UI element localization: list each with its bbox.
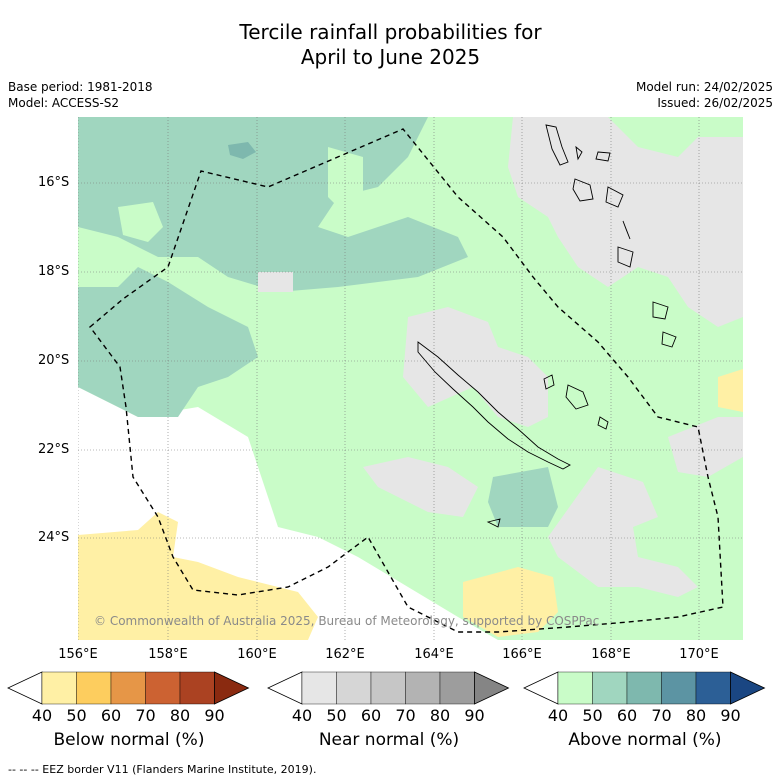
base-period: Base period: 1981-2018 [8, 80, 153, 94]
colorbar-below-over-triangle [214, 671, 250, 705]
near-normal-40-50-region-south [363, 457, 478, 517]
colorbar-near-segment [439, 671, 475, 705]
lon-label-168E: 168°E [591, 647, 631, 662]
colorbar-legend: 40 50 60 70 80 90 40 50 60 70 80 90 40 50 60 70 80 90 [7, 671, 766, 725]
colorbar-title-below: Below normal (%) [53, 730, 205, 750]
colorbar-below-segment [41, 671, 77, 705]
colorbar-above-tick-label: 40 [548, 706, 568, 725]
near-normal-40-50-region-east [508, 117, 743, 327]
colorbar-near-tick-label: 90 [464, 706, 484, 725]
colorbar-near-segment [370, 671, 406, 705]
colorbar-below-segment [179, 671, 215, 705]
colorbar-below-tick-label: 50 [66, 706, 86, 725]
lon-label-164E: 164°E [414, 647, 454, 662]
loyalty-islands [543, 374, 609, 430]
colorbar-below-segment [110, 671, 146, 705]
colorbar-above-under-triangle [523, 671, 559, 705]
colorbar-near-tick-label: 70 [395, 706, 415, 725]
lat-label-22S: 22°S [38, 442, 70, 457]
colorbar-above-tick-label: 80 [686, 706, 706, 725]
title-line-2: April to June 2025 [300, 45, 481, 69]
colorbar-near-segment [301, 671, 337, 705]
meta-right: Model run: 24/02/2025 Issued: 26/02/2025 [636, 79, 773, 111]
copyright-text: © Commonwealth of Australia 2025, Bureau… [94, 614, 600, 628]
above-normal-50-60-patch-south [488, 467, 558, 527]
colorbar-above-segment [661, 671, 697, 705]
colorbar-title-near: Near normal (%) [318, 730, 460, 750]
colorbar-near-segment [336, 671, 372, 705]
colorbar-near-segment [405, 671, 441, 705]
colorbar-below-tick-label: 60 [101, 706, 121, 725]
colorbar-title-above: Above normal (%) [568, 730, 722, 750]
near-normal-40-50-region-central [403, 307, 548, 427]
above-normal-40-50-hole-north [328, 147, 363, 212]
colorbar-near-under-triangle [267, 671, 303, 705]
colorbar-near-tick-label: 60 [361, 706, 381, 725]
below-normal-40-50-region-southwest [78, 512, 318, 640]
lat-label-20S: 20°S [38, 353, 70, 368]
lat-label-24S: 24°S [38, 530, 70, 545]
colorbar-above-tick-label: 50 [582, 706, 602, 725]
lat-label-18S: 18°S [38, 264, 70, 279]
colorbar-below-under-triangle [7, 671, 43, 705]
vanuatu-islands [486, 124, 677, 528]
lon-label-158E: 158°E [148, 647, 188, 662]
near-normal-40-50-region-far-east [668, 417, 743, 477]
colorbar-near-tick-label: 40 [292, 706, 312, 725]
lon-label-162E: 162°E [325, 647, 365, 662]
title-line-1: Tercile rainfall probabilities for [239, 20, 542, 44]
colorbar-near-tick-label: 50 [326, 706, 346, 725]
colorbar-above-over-triangle [730, 671, 766, 705]
colorbar-near-over-triangle [474, 671, 510, 705]
new-caledonia-island [417, 341, 571, 470]
colorbar-above-tick-label: 60 [617, 706, 637, 725]
meta-left: Base period: 1981-2018 Model: ACCESS-S2 [8, 79, 153, 111]
issued-date: Issued: 26/02/2025 [657, 96, 773, 110]
model-name: Model: ACCESS-S2 [8, 96, 120, 110]
near-normal-40-50-region-southeast [548, 467, 698, 597]
colorbar-below-tick-label: 80 [170, 706, 190, 725]
above-normal-60-70-patch [228, 142, 256, 159]
lon-label-156E: 156°E [58, 647, 98, 662]
lon-label-170E: 170°E [679, 647, 719, 662]
colorbar-below-tick-label: 40 [32, 706, 52, 725]
colorbar-below-segment [76, 671, 112, 705]
colorbar-above-tick-label: 70 [651, 706, 671, 725]
below-normal-40-50-region-south-central [463, 567, 558, 637]
above-normal-50-60-region-north [78, 117, 468, 292]
colorbar-above-tick-label: 90 [720, 706, 740, 725]
gridlines [78, 117, 743, 640]
colorbar-above-segment [592, 671, 628, 705]
lat-label-16S: 16°S [38, 175, 70, 190]
below-normal-40-50-region-east [718, 369, 743, 412]
probability-map [78, 117, 743, 640]
map-title: Tercile rainfall probabilities for April… [0, 20, 781, 70]
above-normal-40-50-hole-west [118, 202, 163, 242]
colorbar-below-segment [145, 671, 181, 705]
eez-footnote: -- -- -- EEZ border V11 (Flanders Marine… [8, 763, 317, 776]
near-normal-40-50-patch-small [258, 272, 293, 292]
model-run: Model run: 24/02/2025 [635, 80, 773, 94]
colorbar-below-tick-label: 90 [204, 706, 224, 725]
colorbar-near-tick-label: 80 [430, 706, 450, 725]
eez-border [89, 128, 724, 633]
colorbar-below-tick-label: 70 [135, 706, 155, 725]
colorbar-above-segment [557, 671, 593, 705]
colorbar-above-segment [695, 671, 731, 705]
lon-label-166E: 166°E [502, 647, 542, 662]
colorbar-above-segment [626, 671, 662, 705]
lon-label-160E: 160°E [237, 647, 277, 662]
